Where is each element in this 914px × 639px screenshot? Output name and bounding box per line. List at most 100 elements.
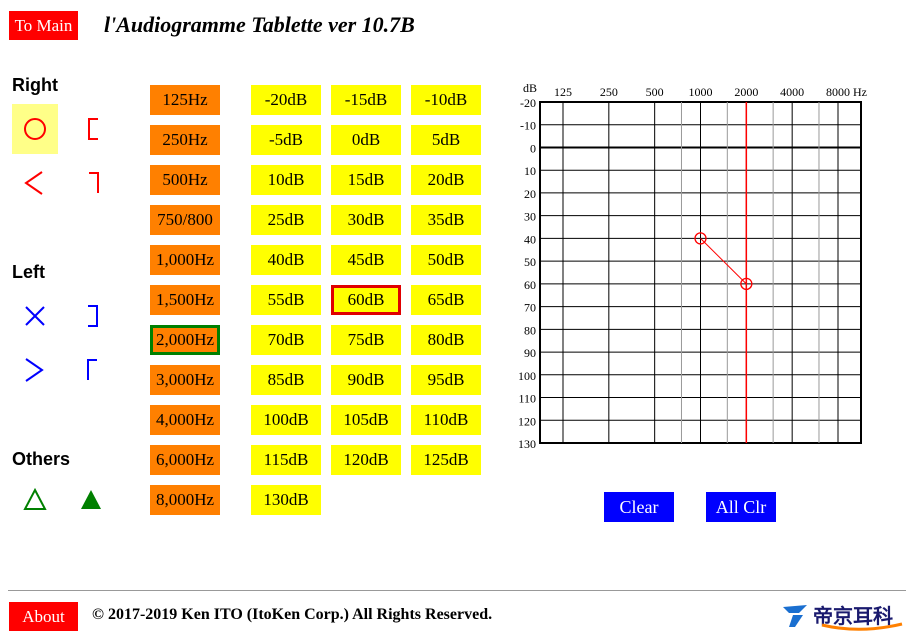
cross-icon	[25, 306, 45, 326]
x-tick-label: 125	[554, 85, 572, 99]
clear-button[interactable]: Clear	[604, 492, 674, 522]
footer-divider	[8, 590, 906, 591]
db-button[interactable]: 5dB	[411, 125, 481, 155]
all-clear-button[interactable]: All Clr	[706, 492, 776, 522]
y-tick-label: 30	[524, 210, 536, 224]
db-button[interactable]: 110dB	[411, 405, 481, 435]
db-button[interactable]: 60dB	[331, 285, 401, 315]
db-button[interactable]: 70dB	[251, 325, 321, 355]
y-tick-label: 70	[524, 301, 536, 315]
freq-button[interactable]: 500Hz	[150, 165, 220, 195]
series-line	[700, 238, 747, 285]
logo-text: 帝京耳科	[813, 604, 893, 628]
freq-button[interactable]: 125Hz	[150, 85, 220, 115]
y-tick-label: 110	[518, 392, 536, 406]
right-air-circle-symbol[interactable]	[12, 104, 58, 154]
db-button[interactable]: 0dB	[331, 125, 401, 155]
x-tick-label: 8000	[826, 85, 850, 99]
freq-button[interactable]: 1,000Hz	[150, 245, 220, 275]
bracket-close-icon	[88, 305, 98, 327]
db-button[interactable]: -10dB	[411, 85, 481, 115]
x-tick-label: 2000	[734, 85, 758, 99]
db-button[interactable]: 50dB	[411, 245, 481, 275]
db-button[interactable]: 115dB	[251, 445, 321, 475]
page-title: l'Audiogramme Tablette ver 10.7B	[104, 12, 415, 37]
other-triangle-outline-symbol[interactable]	[12, 475, 58, 525]
y-tick-label: 90	[524, 346, 536, 360]
triangle-filled-icon	[81, 490, 101, 509]
clinic-logo: 帝京耳科	[781, 600, 893, 629]
db-button[interactable]: 10dB	[251, 165, 321, 195]
left-bone-bracket-symbol[interactable]	[68, 291, 114, 341]
y-tick-label: 120	[518, 414, 536, 428]
y-tick-label: -10	[520, 119, 536, 133]
db-button[interactable]: 80dB	[411, 325, 481, 355]
y-tick-label: 50	[524, 255, 536, 269]
y-tick-label: 100	[518, 369, 536, 383]
db-button[interactable]: -5dB	[251, 125, 321, 155]
db-button[interactable]: 85dB	[251, 365, 321, 395]
freq-button[interactable]: 6,000Hz	[150, 445, 220, 475]
right-bone-bracket-symbol[interactable]	[68, 104, 114, 154]
db-button[interactable]: 100dB	[251, 405, 321, 435]
db-button[interactable]: -15dB	[331, 85, 401, 115]
db-button[interactable]: 95dB	[411, 365, 481, 395]
db-button[interactable]: 35dB	[411, 205, 481, 235]
db-button[interactable]: 40dB	[251, 245, 321, 275]
y-unit-label: dB	[523, 81, 537, 95]
x-tick-label: 1000	[689, 85, 713, 99]
db-button[interactable]: 15dB	[331, 165, 401, 195]
right-ear-label: Right	[12, 75, 58, 95]
others-label: Others	[12, 449, 71, 469]
y-tick-label: -20	[520, 96, 536, 110]
copyright-text: © 2017-2019 Ken ITO (ItoKen Corp.) All R…	[92, 606, 493, 623]
left-masked-bracket-symbol[interactable]	[68, 345, 114, 395]
db-button[interactable]: 30dB	[331, 205, 401, 235]
y-tick-label: 40	[524, 232, 536, 246]
db-button[interactable]: 75dB	[331, 325, 401, 355]
other-triangle-filled-symbol[interactable]	[68, 475, 114, 525]
corner-bracket-icon	[87, 359, 97, 380]
db-button[interactable]: 130dB	[251, 485, 321, 515]
right-masked-bracket-symbol[interactable]	[68, 158, 114, 208]
freq-button[interactable]: 2,000Hz	[150, 325, 220, 355]
freq-button[interactable]: 750/800	[150, 205, 220, 235]
db-button[interactable]: 65dB	[411, 285, 481, 315]
db-button[interactable]: 55dB	[251, 285, 321, 315]
about-button[interactable]: About	[9, 602, 78, 631]
x-unit-label: Hz	[853, 85, 867, 99]
left-masked-bone-symbol[interactable]	[12, 345, 58, 395]
left-ear-label: Left	[12, 262, 45, 282]
db-button[interactable]: 105dB	[331, 405, 401, 435]
db-button[interactable]: 90dB	[331, 365, 401, 395]
freq-button[interactable]: 250Hz	[150, 125, 220, 155]
freq-button[interactable]: 4,000Hz	[150, 405, 220, 435]
y-tick-label: 20	[524, 187, 536, 201]
db-button[interactable]: 45dB	[331, 245, 401, 275]
y-tick-label: 80	[524, 323, 536, 337]
logo-swoosh-icon	[783, 604, 807, 627]
left-air-cross-symbol[interactable]	[12, 291, 58, 341]
db-button[interactable]: 125dB	[411, 445, 481, 475]
x-tick-label: 4000	[780, 85, 804, 99]
db-button[interactable]: 25dB	[251, 205, 321, 235]
audiogram-chart[interactable]: -20 -10 0 10 20 30 40 50 60 70 80 90 100 110 120 130 125…	[510, 76, 880, 452]
y-tick-label: 130	[518, 437, 536, 451]
db-button[interactable]: 20dB	[411, 165, 481, 195]
data-point	[740, 277, 753, 291]
less-than-icon	[24, 171, 43, 195]
to-main-button[interactable]: To Main	[9, 11, 78, 40]
freq-button[interactable]: 1,500Hz	[150, 285, 220, 315]
freq-button[interactable]: 8,000Hz	[150, 485, 220, 515]
circle-icon	[24, 118, 46, 140]
triangle-outline-icon	[23, 487, 47, 510]
freq-button[interactable]: 3,000Hz	[150, 365, 220, 395]
corner-bracket-icon	[89, 172, 99, 193]
data-point	[694, 232, 707, 245]
logo-underline	[821, 622, 903, 631]
x-tick-label: 250	[600, 85, 618, 99]
db-button[interactable]: 120dB	[331, 445, 401, 475]
db-button[interactable]: -20dB	[251, 85, 321, 115]
bracket-open-icon	[88, 118, 98, 140]
right-masked-bone-symbol[interactable]	[12, 158, 58, 208]
